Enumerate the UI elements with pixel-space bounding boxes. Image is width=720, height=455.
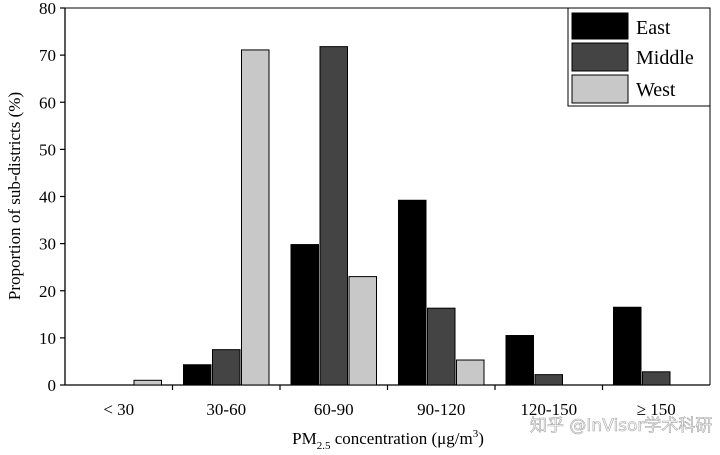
y-tick-label: 20	[39, 282, 56, 301]
y-tick-label: 60	[39, 93, 56, 112]
bars	[133, 46, 671, 386]
bar-west	[133, 379, 162, 386]
legend-label-east: East	[636, 17, 671, 39]
bar-west	[241, 49, 270, 386]
x-tick-label: 90-120	[417, 400, 465, 419]
bar-east	[398, 199, 427, 386]
legend-label-middle: Middle	[636, 47, 694, 69]
y-tick-label: 80	[39, 0, 56, 18]
x-tick-label: < 30	[103, 400, 134, 419]
y-tick-label: 10	[39, 329, 56, 348]
x-tick-label: 60-90	[314, 400, 354, 419]
legend-swatch-middle	[571, 42, 629, 72]
bar-middle	[319, 46, 348, 386]
y-tick-label: 0	[48, 376, 57, 395]
bar-east	[505, 335, 534, 386]
y-tick-label: 30	[39, 235, 56, 254]
bar-east	[290, 244, 319, 386]
bar-west	[348, 276, 377, 386]
y-tick-label: 50	[39, 140, 56, 159]
y-tick-label: 40	[39, 188, 56, 207]
legend-label-west: West	[636, 79, 676, 101]
x-tick-label: ≥ 150	[637, 400, 676, 419]
bar-middle	[427, 307, 456, 386]
legend-swatch-west	[571, 74, 629, 104]
y-axis-label: Proportion of sub-districts (%)	[5, 92, 24, 300]
y-tick-label: 70	[39, 46, 56, 65]
legend-swatch-east	[571, 12, 629, 40]
bar-east	[613, 306, 642, 386]
bar-east	[183, 364, 212, 386]
x-tick-label: 120-150	[520, 400, 577, 419]
x-tick-label: 30-60	[206, 400, 246, 419]
bar-middle	[534, 374, 563, 386]
legend: East Middle West	[567, 7, 711, 107]
x-ticks: < 30 30-60 60-90 90-120 120-150 ≥ 150	[103, 385, 676, 419]
bar-west	[456, 359, 485, 386]
bar-middle	[212, 349, 241, 386]
x-axis-label: PM2.5 concentration (μg/m3)	[292, 428, 484, 452]
watermark: 知乎 @InVisor学术科研	[530, 416, 712, 436]
bar-middle	[642, 371, 671, 386]
y-ticks: 0 10 20 30 40 50 60 70 80	[39, 0, 65, 395]
